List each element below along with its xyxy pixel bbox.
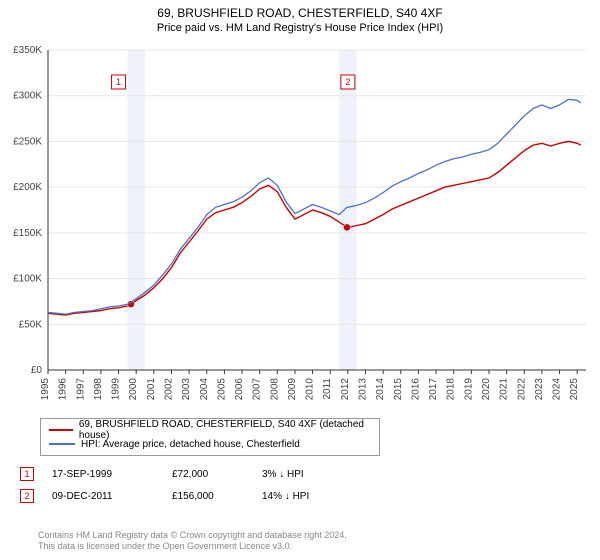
svg-text:2014: 2014 [375,378,386,401]
event-pct: 3% ↓ HPI [262,469,382,480]
svg-text:1998: 1998 [93,378,104,401]
svg-text:2018: 2018 [446,378,457,401]
svg-text:£0: £0 [31,365,43,376]
event-date: 17-SEP-1999 [52,469,172,480]
svg-text:2025: 2025 [569,378,580,401]
legend-swatch [49,429,73,431]
footnote-line-1: Contains HM Land Registry data © Crown c… [38,530,347,541]
event-table: 1 17-SEP-1999£72,0003% ↓ HPI 2 09-DEC-2011£… [20,460,382,504]
svg-text:1995: 1995 [40,378,51,401]
footnote-line-2: This data is licensed under the Open Gov… [38,541,347,552]
chart-svg: £0 £50K £100K £150K £200K £250K £300K £350K 1995… [0,40,600,410]
svg-text:£150K: £150K [13,228,42,239]
svg-text:2002: 2002 [163,378,174,401]
legend-item: 69, BRUSHFIELD ROAD, CHESTERFIELD, S40 4… [49,423,371,437]
svg-text:1996: 1996 [58,378,69,401]
event-row: 1 17-SEP-1999£72,0003% ↓ HPI [20,466,382,482]
svg-text:1997: 1997 [75,378,86,401]
svg-text:2000: 2000 [128,378,139,401]
svg-text:2020: 2020 [481,378,492,401]
legend: 69, BRUSHFIELD ROAD, CHESTERFIELD, S40 4… [40,418,380,456]
event-row: 2 09-DEC-2011£156,00014% ↓ HPI [20,488,382,504]
svg-text:1999: 1999 [111,378,122,401]
svg-text:£100K: £100K [13,274,42,285]
svg-text:2013: 2013 [358,378,369,401]
svg-text:£300K: £300K [13,91,42,102]
svg-text:2005: 2005 [216,378,227,401]
svg-text:2011: 2011 [322,378,333,400]
page-title: 69, BRUSHFIELD ROAD, CHESTERFIELD, S40 4… [0,6,600,20]
page-subtitle: Price paid vs. HM Land Registry's House … [0,22,600,34]
svg-text:2024: 2024 [552,378,563,401]
svg-text:2012: 2012 [340,378,351,401]
svg-text:2007: 2007 [252,378,263,401]
event-price: £156,000 [172,491,262,502]
svg-text:£250K: £250K [13,136,42,147]
svg-text:£50K: £50K [19,319,43,330]
svg-text:2016: 2016 [410,378,421,401]
svg-text:£200K: £200K [13,182,42,193]
event-price: £72,000 [172,469,262,480]
event-date: 09-DEC-2011 [52,491,172,502]
svg-text:2023: 2023 [534,378,545,401]
svg-text:2008: 2008 [269,378,280,401]
svg-text:2003: 2003 [181,378,192,401]
svg-text:2015: 2015 [393,378,404,401]
svg-text:2: 2 [345,77,350,87]
svg-text:2001: 2001 [146,378,157,401]
legend-label: HPI: Average price, detached house, Ches… [81,439,300,450]
svg-text:2009: 2009 [287,378,298,401]
svg-text:£350K: £350K [13,45,42,56]
svg-text:2021: 2021 [499,378,510,401]
footnote: Contains HM Land Registry data © Crown c… [38,530,347,553]
svg-text:2017: 2017 [428,378,439,401]
svg-text:2019: 2019 [463,378,474,401]
svg-text:2010: 2010 [305,378,316,401]
price-chart: £0 £50K £100K £150K £200K £250K £300K £350K 1995… [0,40,600,410]
svg-text:2022: 2022 [516,378,527,401]
legend-swatch [49,443,75,445]
svg-text:1: 1 [116,77,121,87]
event-marker: 1 [20,467,34,481]
event-marker: 2 [20,489,34,503]
svg-text:2004: 2004 [199,378,210,401]
svg-text:2006: 2006 [234,378,245,401]
event-pct: 14% ↓ HPI [262,491,382,502]
